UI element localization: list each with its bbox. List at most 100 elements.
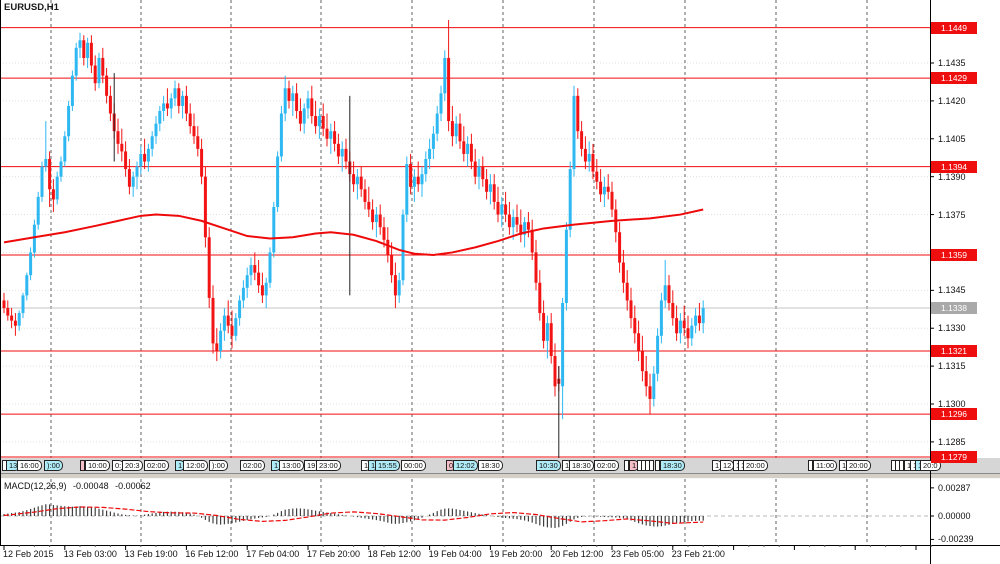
candle-body xyxy=(245,275,249,288)
price-tick-label: 1.1300 xyxy=(938,399,966,409)
time-tag: 15:55 xyxy=(375,460,400,471)
candle-body xyxy=(139,153,143,167)
candle-body xyxy=(287,88,291,101)
time-axis-label: 12 Feb 2015 xyxy=(3,549,54,559)
candle-body xyxy=(591,153,595,172)
time-tag xyxy=(624,460,629,471)
time-tag: 18:30 xyxy=(569,460,594,471)
candle-body xyxy=(686,328,690,339)
candle-body xyxy=(610,191,614,210)
candle-body xyxy=(466,143,470,154)
price-tick-label: 1.1375 xyxy=(938,209,966,220)
candle-body xyxy=(561,302,565,387)
price-level-label: 1.1296 xyxy=(931,408,977,421)
candle-body xyxy=(116,131,120,144)
candle-body xyxy=(101,57,105,76)
candle-body xyxy=(93,65,97,84)
candle-body xyxy=(59,161,63,177)
candle-body xyxy=(13,320,17,326)
candle-body xyxy=(48,158,52,190)
candle-body xyxy=(469,143,473,162)
candle-body xyxy=(568,169,572,230)
time-axis-label: 13 Feb 03:00 xyxy=(63,549,117,559)
candle-body xyxy=(291,93,295,101)
candle-body xyxy=(55,176,59,200)
candle-body xyxy=(32,224,36,253)
candle-body xyxy=(439,93,443,114)
time-tag: 18:30 xyxy=(478,460,503,471)
candle-body xyxy=(580,131,584,149)
time-axis-label: 16 Feb 12:00 xyxy=(185,549,239,559)
candle-body xyxy=(393,275,397,296)
candle-body xyxy=(386,239,390,255)
time-tag: 02:00 xyxy=(240,460,265,471)
candle-body xyxy=(428,148,432,159)
candle-body xyxy=(481,166,485,180)
candle-body xyxy=(374,214,378,223)
candle-body xyxy=(143,153,147,162)
candle-body xyxy=(697,315,701,324)
candle-body xyxy=(63,136,67,162)
candle-body xyxy=(70,75,74,106)
candle-body xyxy=(230,325,234,336)
candle-body xyxy=(314,116,318,127)
candle-body xyxy=(325,128,329,139)
time-tag: 00:00 xyxy=(401,460,426,471)
time-tag: 13:00 xyxy=(279,460,304,471)
candle-body xyxy=(621,262,625,283)
candle-body xyxy=(599,181,603,195)
macd-signal-line xyxy=(3,506,704,524)
candle-body xyxy=(435,113,439,134)
price-tick-label: 1.1420 xyxy=(938,95,966,106)
candle-body xyxy=(652,373,656,399)
candle-body xyxy=(181,95,185,106)
candle-body xyxy=(207,237,211,298)
time-axis-label: 23 Feb 05:00 xyxy=(611,549,665,559)
candle-body xyxy=(671,302,675,319)
candle-body xyxy=(534,252,538,283)
candle-body xyxy=(40,166,44,197)
time-tag: 10:30 xyxy=(536,460,561,471)
candle-body xyxy=(633,318,637,334)
candle-body xyxy=(538,282,542,314)
candle-body xyxy=(382,227,386,240)
candle-body xyxy=(333,131,337,144)
candle-body xyxy=(200,148,204,177)
price-level-label: 1.1359 xyxy=(931,248,977,261)
macd-indicator-label: MACD(12,26,9) -0.00048 -0.00062 xyxy=(4,481,155,491)
candle-body xyxy=(6,308,10,316)
candle-body xyxy=(355,176,359,185)
candle-body xyxy=(416,176,420,185)
price-tick-label: 1.1330 xyxy=(938,323,966,334)
candle-body xyxy=(572,95,576,170)
candle-body xyxy=(173,88,177,99)
candle-body xyxy=(564,229,568,303)
candle-body xyxy=(431,133,435,149)
candle-body xyxy=(602,186,606,195)
candle-body xyxy=(496,201,500,215)
time-tag: 20:00 xyxy=(846,460,871,471)
candle-body xyxy=(321,116,325,129)
candle-body xyxy=(177,88,181,106)
candle-body xyxy=(162,103,166,111)
time-tag: 16:00 xyxy=(17,460,42,471)
candle-body xyxy=(595,171,599,182)
candle-body xyxy=(690,325,694,339)
candle-body xyxy=(526,222,530,230)
time-tag xyxy=(649,460,654,471)
candle-body xyxy=(663,285,667,301)
candle-body xyxy=(2,300,6,309)
candle-body xyxy=(276,156,280,207)
candle-body xyxy=(272,206,276,253)
candle-body xyxy=(659,300,663,336)
candle-body xyxy=(268,252,272,283)
current-price-label: 1.1338 xyxy=(931,302,977,315)
price-level-label: 1.1449 xyxy=(931,21,977,34)
candle-body xyxy=(120,143,124,152)
time-tag xyxy=(808,460,813,471)
candle-body xyxy=(587,153,591,162)
candle-body xyxy=(51,189,55,200)
candle-body xyxy=(74,47,78,76)
